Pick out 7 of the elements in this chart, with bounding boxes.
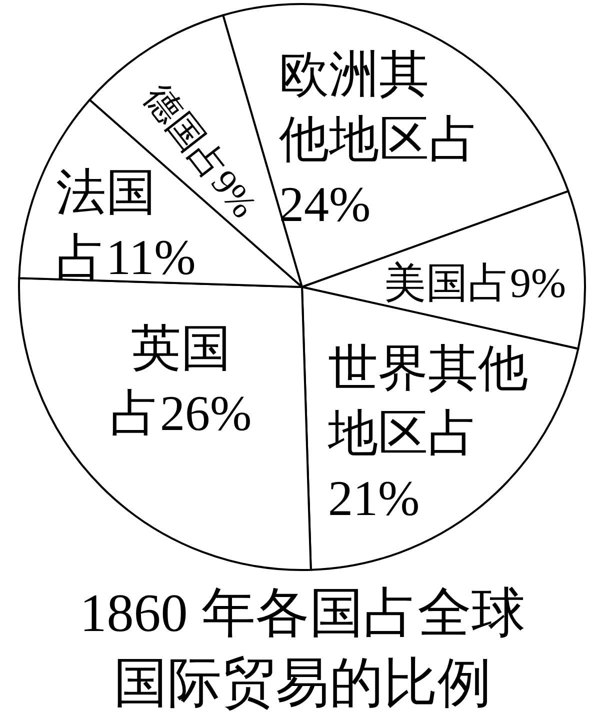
- slice-label: 美国占9%: [384, 261, 566, 307]
- slice-label: 欧洲其他地区占: [279, 46, 479, 167]
- data-label: 21%: [328, 470, 420, 526]
- text: 1860 年各国占全球国际贸易的比例: [80, 583, 526, 714]
- slice-label: 世界其他地区占: [327, 340, 528, 461]
- data-label: 24%: [279, 176, 371, 232]
- slice-label: 英国占26%: [110, 320, 252, 441]
